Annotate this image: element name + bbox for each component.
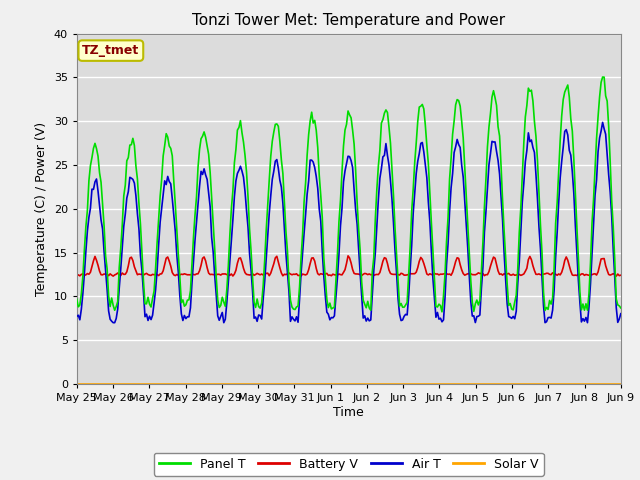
Y-axis label: Temperature (C) / Power (V): Temperature (C) / Power (V) [35,122,48,296]
Text: TZ_tmet: TZ_tmet [82,44,140,57]
X-axis label: Time: Time [333,406,364,419]
Legend: Panel T, Battery V, Air T, Solar V: Panel T, Battery V, Air T, Solar V [154,453,544,476]
Title: Tonzi Tower Met: Temperature and Power: Tonzi Tower Met: Temperature and Power [192,13,506,28]
